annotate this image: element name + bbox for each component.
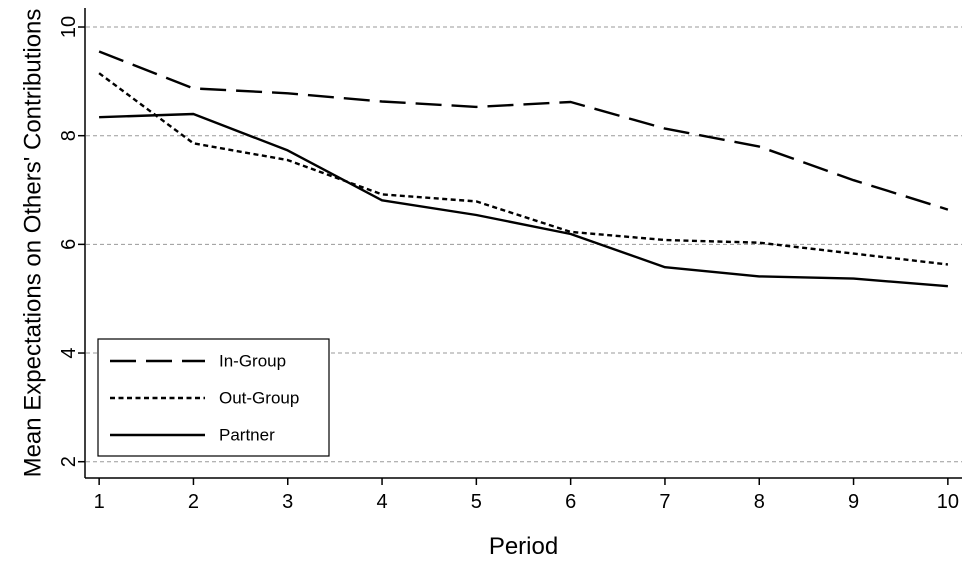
series-line-partner [99, 112, 948, 288]
series-line-out-group [98, 72, 949, 266]
x-tick-label-3: 3 [282, 491, 293, 513]
x-tick-label-10: 10 [937, 491, 959, 513]
x-axis-title: Period [489, 533, 558, 560]
x-tick-label-7: 7 [659, 491, 670, 513]
data-point-in-group-2 [191, 86, 195, 90]
legend-label-in-group: In-Group [219, 352, 286, 371]
y-tick-label-10: 10 [58, 16, 80, 38]
y-tick-label-6: 6 [58, 239, 80, 250]
data-series [98, 50, 949, 288]
x-tick-label-2: 2 [188, 491, 199, 513]
data-point-out-group-7 [663, 238, 667, 242]
x-tick-label-9: 9 [848, 491, 859, 513]
series-line-in-group [98, 50, 949, 211]
y-tick-label-8: 8 [58, 130, 80, 141]
legend-label-out-group: Out-Group [219, 389, 299, 408]
y-axis-title: Mean Expectations on Others' Contributio… [20, 9, 47, 478]
axes: 1 2 3 4 5 6 7 8 9 10 2 4 6 8 10 [58, 8, 962, 513]
legend-label-partner: Partner [219, 426, 275, 445]
x-tick-label-4: 4 [376, 491, 387, 513]
y-tick-label-2: 2 [58, 456, 80, 467]
x-tick-label-1: 1 [94, 491, 105, 513]
grid-lines [86, 26, 962, 463]
legend: In-Group Out-Group Partner [97, 338, 330, 457]
y-tick-label-4: 4 [58, 347, 80, 358]
x-tick-label-5: 5 [471, 491, 482, 513]
x-tick-label-8: 8 [754, 491, 765, 513]
x-tick-label-6: 6 [565, 491, 576, 513]
